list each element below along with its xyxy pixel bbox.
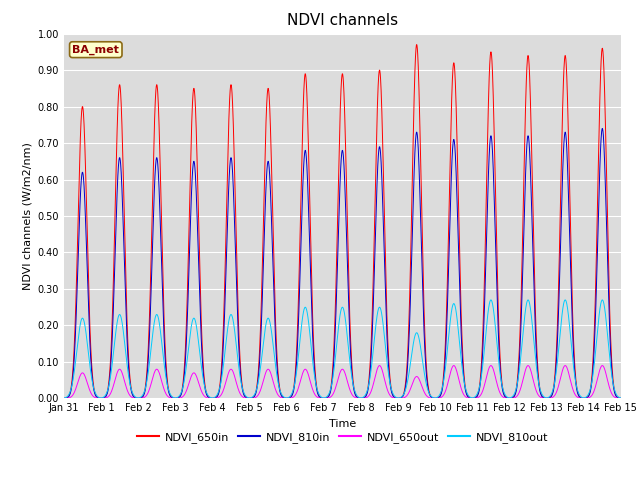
Text: BA_met: BA_met xyxy=(72,45,119,55)
X-axis label: Time: Time xyxy=(329,419,356,429)
Title: NDVI channels: NDVI channels xyxy=(287,13,398,28)
Y-axis label: NDVI channels (W/m2/nm): NDVI channels (W/m2/nm) xyxy=(22,142,32,290)
Legend: NDVI_650in, NDVI_810in, NDVI_650out, NDVI_810out: NDVI_650in, NDVI_810in, NDVI_650out, NDV… xyxy=(132,428,552,447)
